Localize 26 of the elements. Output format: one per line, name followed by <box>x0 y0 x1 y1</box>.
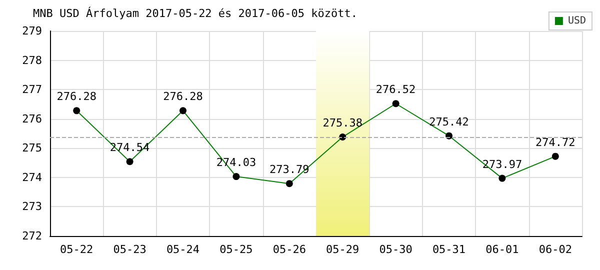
legend-label: USD <box>568 16 586 26</box>
data-label: 275.42 <box>429 115 469 128</box>
x-tick-label: 06-01 <box>486 243 519 256</box>
x-tick-label: 05-23 <box>113 243 146 256</box>
y-tick-label: 277 <box>22 83 42 96</box>
x-tick-label: 06-02 <box>538 243 572 256</box>
x-tick-label: 05-31 <box>432 243 466 256</box>
y-tick-label: 275 <box>22 142 42 155</box>
chart-title: MNB USD Árfolyam 2017-05-22 és 2017-06-05 között. <box>33 6 358 20</box>
x-tick-label: 05-24 <box>166 243 200 256</box>
data-label: 276.28 <box>163 90 203 104</box>
y-tick-label: 273 <box>22 200 42 214</box>
y-tick-label: 279 <box>22 24 42 38</box>
x-tick-label: 05-25 <box>220 243 253 256</box>
y-tick-label: 276 <box>22 112 42 126</box>
y-tick-label: 274 <box>22 170 42 184</box>
data-label: 276.28 <box>56 90 96 104</box>
data-label: 275.38 <box>322 116 362 130</box>
data-label: 274.72 <box>536 136 576 149</box>
x-tick-label: 05-22 <box>60 243 94 256</box>
x-tick-label: 05-30 <box>379 243 412 256</box>
y-tick-label: 278 <box>22 54 42 67</box>
x-tick-label: 05-26 <box>272 243 306 256</box>
y-tick-label: 272 <box>22 230 42 242</box>
data-label: 276.52 <box>376 83 416 96</box>
x-tick-label: 05-29 <box>326 243 360 256</box>
